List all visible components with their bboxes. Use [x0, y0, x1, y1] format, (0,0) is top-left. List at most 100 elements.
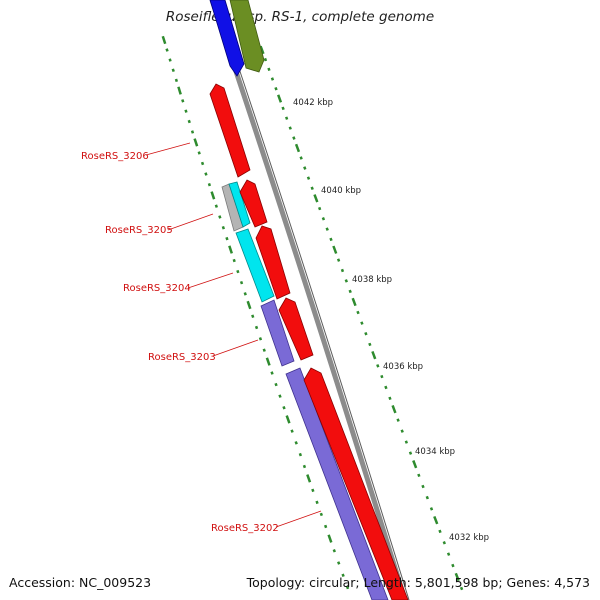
gene-label-3205[interactable]: RoseRS_3205 [105, 225, 173, 236]
outer-scale-minor-tick [281, 106, 285, 111]
leader-line-3205 [167, 213, 214, 231]
gene-olive[interactable] [229, 0, 265, 73]
outer-scale-minor-tick [321, 217, 326, 221]
genome-backbone-shadow [215, 0, 410, 600]
leader-line-3202 [275, 510, 322, 528]
scale-label-4042: 4042 kbp [293, 98, 333, 108]
inner-scale-minor-tick [239, 280, 244, 285]
inner-scale-major-tick [210, 191, 216, 200]
inner-scale-minor-tick [197, 151, 201, 155]
outer-scale-minor-tick [310, 186, 314, 191]
scale-label-4036: 4036 kbp [383, 362, 423, 372]
gene-roseRS-3204[interactable] [235, 228, 275, 303]
outer-scale-minor-tick [292, 136, 296, 140]
gene-label-3203[interactable]: RoseRS_3203 [148, 352, 216, 363]
gene-labels: RoseRS_3206 RoseRS_3205 RoseRS_3204 Rose… [81, 142, 322, 534]
inner-scale-minor-tick [243, 292, 247, 296]
inner-scale-minor-tick [221, 226, 225, 230]
inner-scale-minor-tick [184, 109, 188, 113]
genome-backbone [209, 0, 408, 600]
gene-roseRS-3203[interactable] [260, 299, 295, 367]
outer-scale-minor-tick [376, 364, 380, 368]
outer-scale-minor-tick [446, 552, 451, 556]
leader-line-3206 [145, 142, 191, 156]
outer-scale-minor-tick [421, 484, 425, 489]
outer-scale-major-tick [433, 515, 439, 525]
outer-scale-minor-tick [442, 541, 446, 545]
outer-scale-major-tick [391, 404, 397, 414]
scale-label-4032: 4032 kbp [449, 533, 489, 543]
outer-scale-minor-tick [274, 86, 278, 91]
inner-scale-major-tick [246, 300, 252, 310]
inner-scale-minor-tick [270, 371, 274, 375]
outer-scale-minor-tick [303, 166, 307, 170]
gene-red-b[interactable] [239, 179, 268, 228]
inner-scale-minor-tick [251, 314, 255, 318]
inner-scale-minor-tick [254, 325, 259, 330]
outer-scale-minor-tick [288, 126, 292, 130]
outer-scale-minor-tick [459, 586, 464, 591]
outer-scale-minor-tick [438, 529, 442, 534]
inner-scale-minor-tick [171, 68, 175, 72]
inner-scale-minor-tick [190, 130, 195, 134]
gene-red-e[interactable] [303, 367, 409, 600]
outer-scale-minor-tick [360, 321, 364, 325]
inner-scale-minor-tick [207, 183, 211, 187]
inner-scale-minor-tick [282, 405, 286, 410]
inner-scale-minor-tick [324, 524, 328, 529]
inner-scale-minor-tick [204, 172, 208, 176]
gene-label-3204[interactable]: RoseRS_3204 [123, 283, 191, 294]
outer-scale-minor-tick [396, 418, 400, 422]
inner-scale-minor-tick [290, 429, 294, 433]
outer-scale-minor-tick [325, 227, 329, 231]
inner-scale-ticks [161, 35, 350, 590]
inner-scale-major-tick [228, 245, 233, 254]
gene-label-3202[interactable]: RoseRS_3202 [211, 523, 279, 534]
outer-scale-major-tick [294, 143, 301, 153]
inner-scale-minor-tick [315, 500, 319, 505]
inner-scale-minor-tick [187, 119, 191, 124]
inner-scale-minor-tick [278, 394, 282, 398]
outer-scale-major-tick [371, 350, 377, 360]
gene-label-3206[interactable]: RoseRS_3206 [81, 151, 149, 162]
gene-track-inner [209, 0, 409, 600]
scale-label-4038: 4038 kbp [352, 275, 392, 285]
gene-roseRS-3202[interactable] [285, 367, 389, 600]
outer-scale-minor-tick [417, 473, 421, 478]
outer-scale-minor-tick [429, 507, 434, 511]
gene-red-d[interactable] [278, 297, 314, 361]
inner-scale-minor-tick [258, 337, 263, 341]
scale-label-4034: 4034 kbp [415, 447, 455, 457]
gene-roseRS-3206[interactable] [209, 83, 251, 178]
outer-scale-minor-tick [285, 116, 289, 120]
gene-roseRS-3205[interactable] [228, 181, 251, 228]
gene-blue[interactable] [209, 0, 245, 77]
inner-scale-minor-tick [274, 382, 278, 387]
outer-scale-minor-tick [336, 258, 341, 262]
inner-scale-minor-tick [262, 348, 266, 352]
inner-scale-minor-tick [311, 488, 315, 493]
inner-scale-minor-tick [302, 464, 307, 469]
outer-scale-minor-tick [299, 156, 303, 160]
inner-scale-minor-tick [232, 258, 236, 263]
outer-scale-minor-tick [388, 396, 392, 401]
outer-scale-minor-tick [270, 77, 275, 81]
outer-scale-major-tick [332, 245, 338, 254]
inner-scale-minor-tick [341, 573, 345, 578]
inner-scale-minor-tick [332, 549, 336, 553]
inner-scale-major-tick [161, 35, 167, 45]
outer-scale-minor-tick [356, 310, 360, 315]
outer-scale-minor-tick [340, 268, 345, 273]
outer-scale-minor-tick [263, 57, 268, 62]
inner-scale-minor-tick [236, 269, 240, 274]
inner-scale-minor-tick [181, 99, 185, 103]
gene-red-c[interactable] [255, 225, 291, 300]
outer-scale-minor-tick [344, 279, 348, 283]
inner-scale-major-tick [177, 86, 182, 95]
inner-scale-minor-tick [174, 78, 178, 83]
inner-scale-minor-tick [214, 204, 218, 208]
outer-scale-minor-tick [404, 440, 408, 444]
genome-summary: Topology: circular; Length: 5,801,598 bp… [246, 575, 590, 590]
scale-labels: 4042 kbp 4040 kbp 4038 kbp 4036 kbp 4034… [293, 98, 489, 543]
